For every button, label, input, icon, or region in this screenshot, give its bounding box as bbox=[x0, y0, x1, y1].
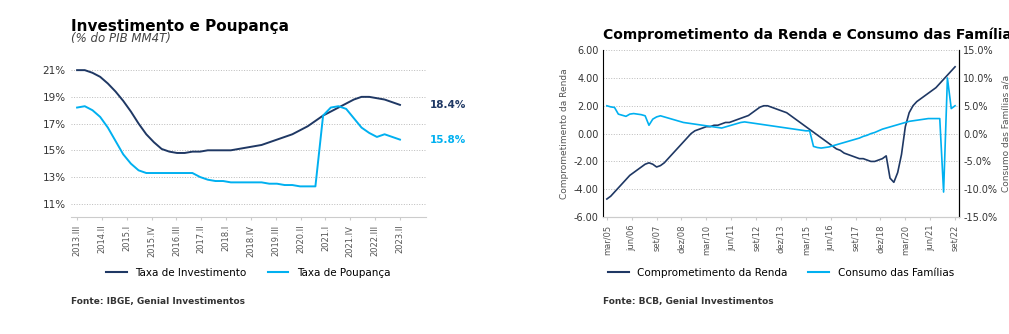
Legend: Comprometimento da Renda, Consumo das Famílias: Comprometimento da Renda, Consumo das Fa… bbox=[604, 264, 958, 282]
Text: 18.4%: 18.4% bbox=[430, 100, 466, 110]
Y-axis label: Comprometimento da Renda: Comprometimento da Renda bbox=[560, 68, 569, 199]
Text: Investimento e Poupança: Investimento e Poupança bbox=[71, 19, 289, 34]
Text: Comprometimento da Renda e Consumo das Famílias: Comprometimento da Renda e Consumo das F… bbox=[603, 27, 1009, 42]
Y-axis label: Consumo das Famílias a/a: Consumo das Famílias a/a bbox=[1002, 75, 1009, 192]
Text: Fonte: BCB, Genial Investimentos: Fonte: BCB, Genial Investimentos bbox=[603, 297, 774, 306]
Text: Fonte: IBGE, Genial Investimentos: Fonte: IBGE, Genial Investimentos bbox=[71, 297, 244, 306]
Legend: Taxa de Investimento, Taxa de Poupança: Taxa de Investimento, Taxa de Poupança bbox=[102, 264, 395, 282]
Text: 15.8%: 15.8% bbox=[430, 135, 465, 145]
Text: (% do PIB MM4T): (% do PIB MM4T) bbox=[71, 32, 171, 45]
